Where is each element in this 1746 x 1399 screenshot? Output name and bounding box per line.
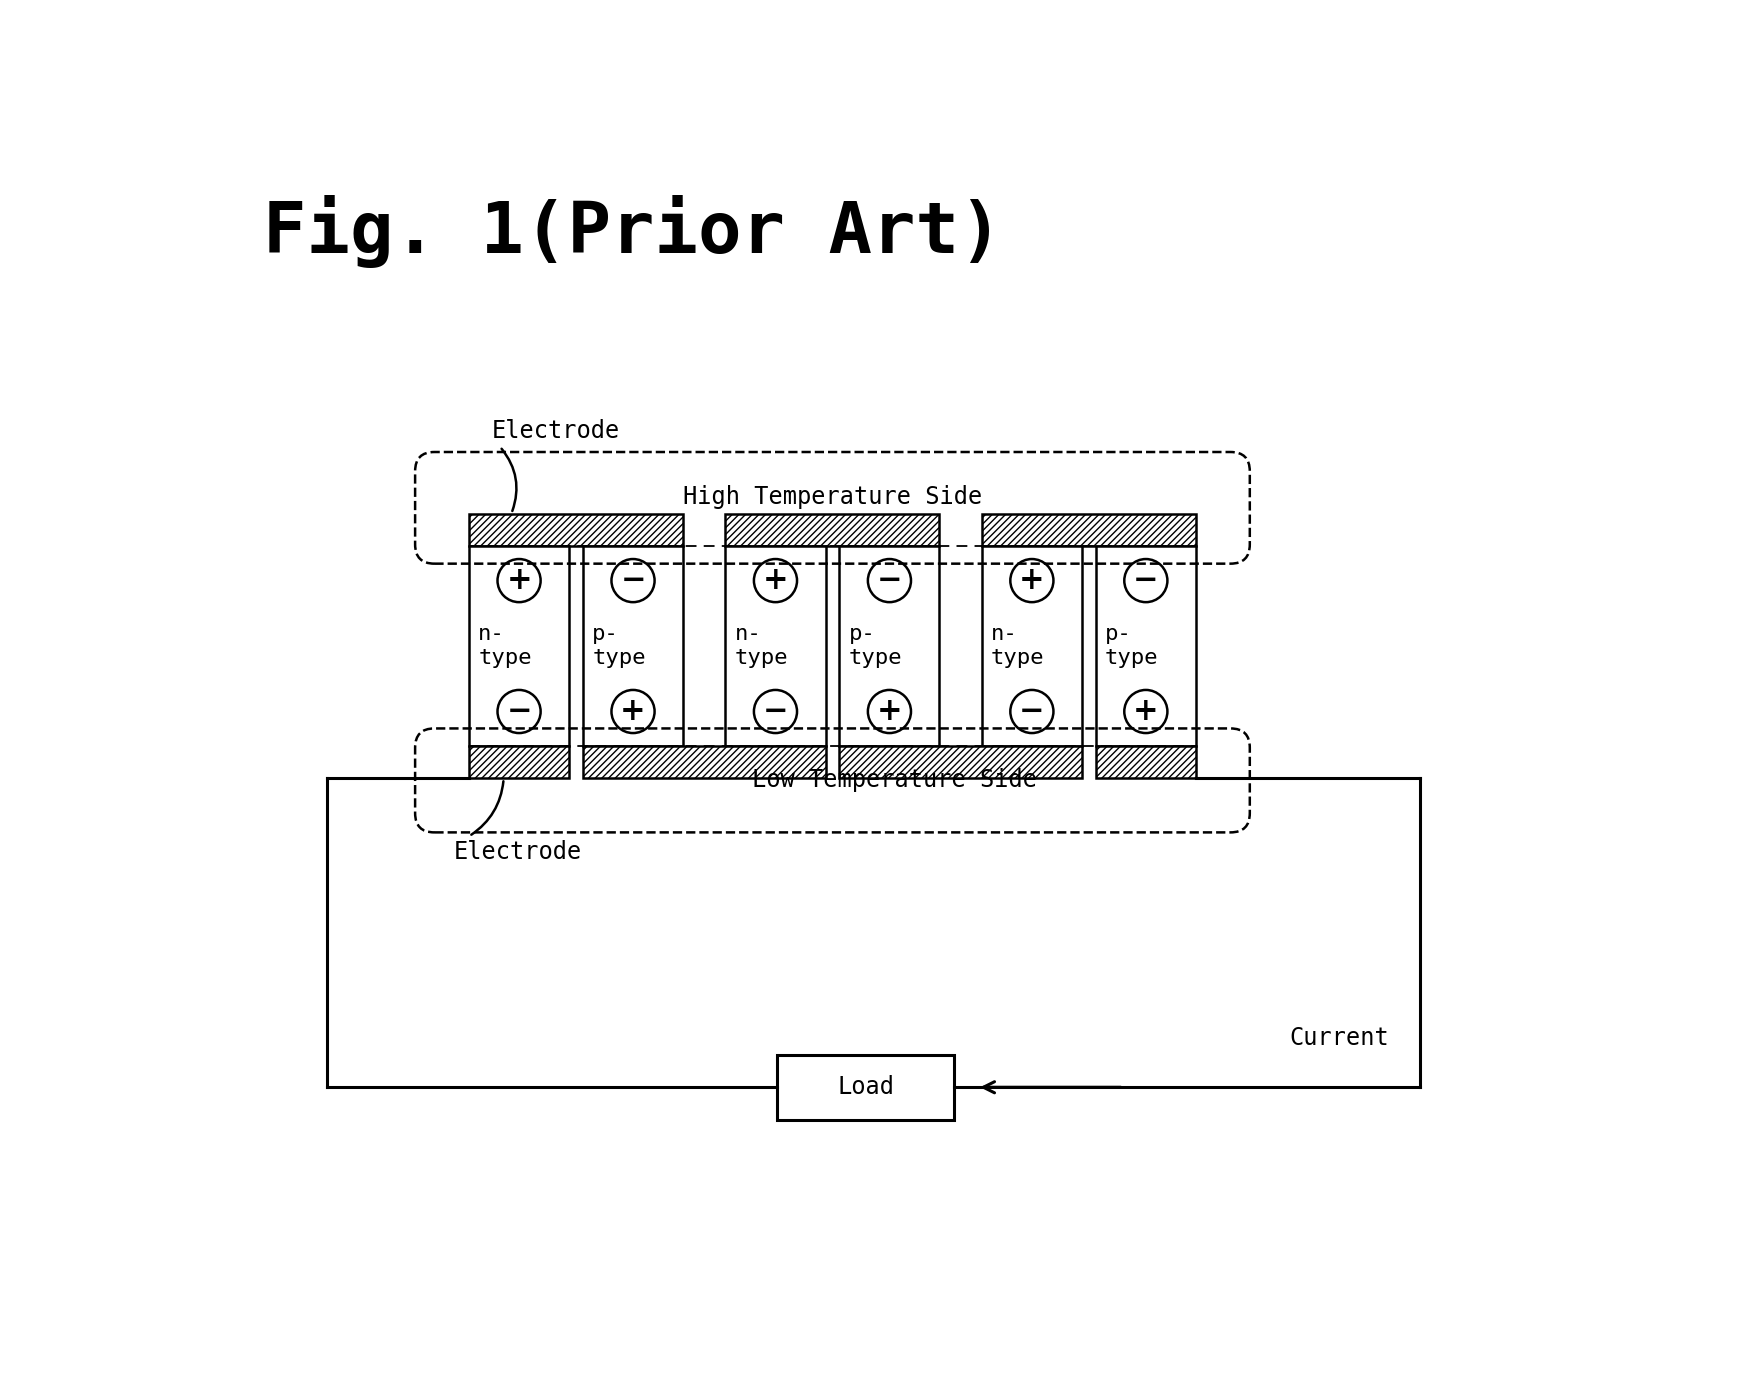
Text: +: +	[1020, 565, 1044, 596]
Text: p-
type: p- type	[1105, 624, 1159, 667]
Text: Electrode: Electrode	[492, 420, 620, 443]
Text: Current: Current	[1289, 1027, 1390, 1051]
Bar	[1096, 546, 1196, 746]
Text: n-
type: n- type	[478, 624, 533, 667]
Text: Load: Load	[836, 1076, 894, 1100]
Text: −: −	[1020, 695, 1044, 727]
Text: +: +	[763, 565, 787, 596]
Text: n-
type: n- type	[735, 624, 787, 667]
Text: −: −	[1133, 565, 1159, 596]
Text: −: −	[763, 695, 787, 727]
Text: +: +	[506, 565, 533, 596]
Bar	[725, 513, 939, 546]
Text: High Temperature Side: High Temperature Side	[683, 485, 981, 509]
Bar	[1096, 746, 1196, 778]
Text: Low Temperature Side: Low Temperature Side	[751, 768, 1037, 792]
Bar	[583, 746, 826, 778]
Bar	[777, 1055, 953, 1119]
Text: Electrode: Electrode	[454, 839, 581, 863]
Bar	[470, 746, 569, 778]
Text: p-
type: p- type	[592, 624, 646, 667]
Text: p-
type: p- type	[849, 624, 903, 667]
Bar	[981, 546, 1083, 746]
Bar	[470, 513, 683, 546]
Bar	[840, 746, 1083, 778]
Text: n-
type: n- type	[992, 624, 1044, 667]
Text: −: −	[620, 565, 646, 596]
Text: −: −	[506, 695, 533, 727]
Text: Fig. 1(Prior Art): Fig. 1(Prior Art)	[264, 194, 1002, 267]
Bar	[725, 546, 826, 746]
Bar	[470, 546, 569, 746]
Text: +: +	[1133, 695, 1159, 727]
Bar	[840, 546, 939, 746]
Text: +: +	[876, 695, 903, 727]
Bar	[981, 513, 1196, 546]
Text: +: +	[620, 695, 646, 727]
Text: −: −	[876, 565, 903, 596]
Bar	[583, 546, 683, 746]
